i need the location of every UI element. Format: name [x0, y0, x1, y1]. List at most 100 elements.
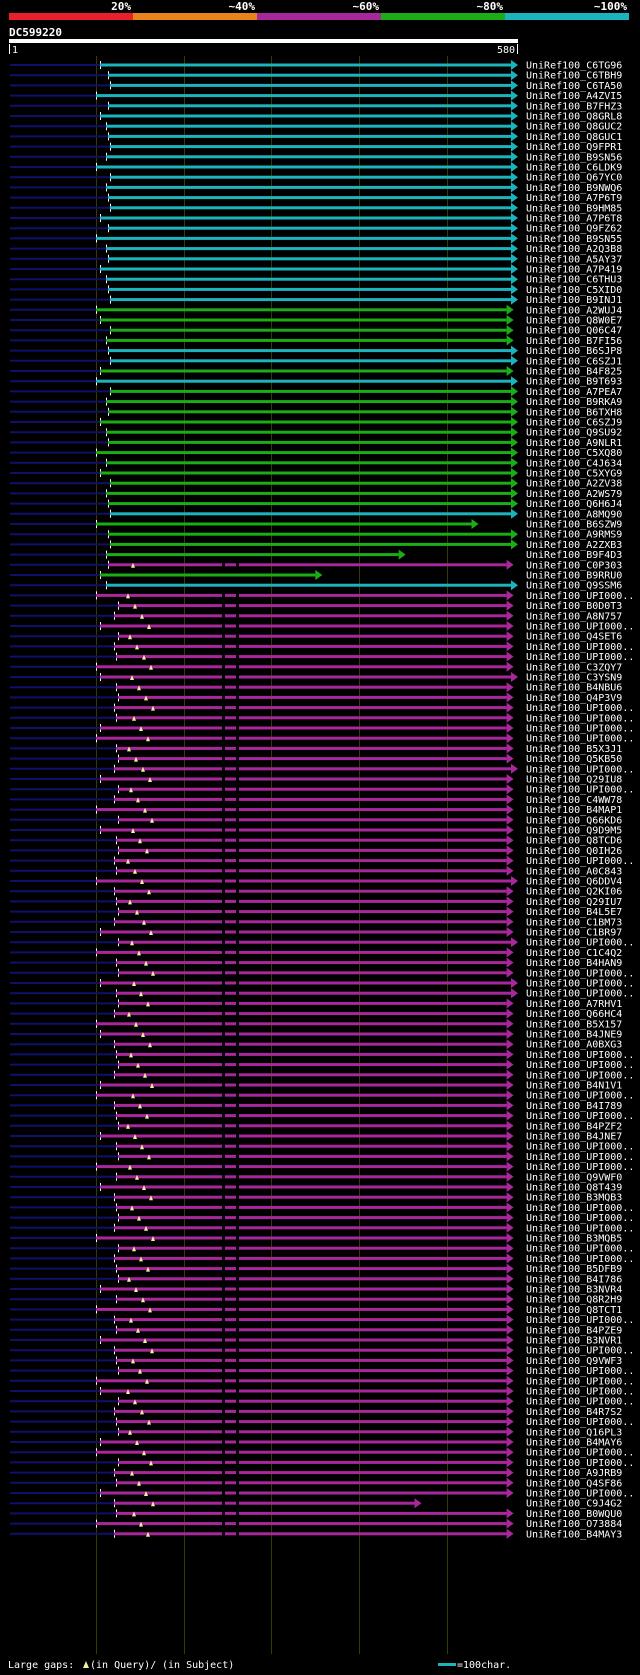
hit-label[interactable]: UniRef100_Q4SF86 — [526, 1478, 622, 1489]
hit-label[interactable]: UniRef100_B4PZF2 — [526, 1121, 622, 1132]
hit-label[interactable]: UniRef100_Q9FZ62 — [526, 224, 622, 235]
hit-row[interactable]: UniRef100_Q8TCT1 — [10, 1304, 622, 1316]
hit-label[interactable]: UniRef100_B4JNE9 — [526, 1030, 622, 1041]
hit-row[interactable]: UniRef100_Q66HC4 — [10, 1008, 622, 1021]
hit-label[interactable]: UniRef100_B4NBU6 — [526, 683, 622, 694]
hit-row[interactable]: UniRef100_Q67YC0 — [10, 172, 622, 184]
hit-row[interactable]: UniRef100_C1BR97 — [10, 927, 622, 939]
hit-row[interactable]: UniRef100_UPI000.. — [10, 651, 634, 664]
hit-label[interactable]: UniRef100_Q16PL3 — [526, 1427, 622, 1438]
hit-label[interactable]: UniRef100_C6SZJ9 — [526, 418, 622, 429]
hit-row[interactable]: UniRef100_C9J4G2 — [10, 1498, 622, 1510]
hit-row[interactable]: UniRef100_B9INJ1 — [10, 294, 622, 307]
hit-label[interactable]: UniRef100_A9RMS9 — [526, 530, 622, 541]
hit-row[interactable]: UniRef100_Q8T439 — [10, 1182, 622, 1194]
hit-row[interactable]: UniRef100_C6TA50 — [10, 80, 622, 92]
hit-row[interactable]: UniRef100_UPI000.. — [10, 1212, 634, 1225]
hit-label[interactable]: UniRef100_Q8R2H9 — [526, 1295, 622, 1306]
hit-label[interactable]: UniRef100_UPI000.. — [526, 1376, 634, 1387]
hit-row[interactable]: UniRef100_Q9SU92 — [10, 427, 622, 439]
hit-row[interactable]: UniRef100_UPI000.. — [10, 1243, 634, 1255]
hit-label[interactable]: UniRef100_UPI000.. — [526, 856, 634, 867]
hit-row[interactable]: UniRef100_B3NVR4 — [10, 1284, 622, 1296]
hit-row[interactable]: UniRef100_UPI000.. — [10, 723, 634, 735]
hit-row[interactable]: UniRef100_A9JRB9 — [10, 1467, 622, 1480]
hit-row[interactable]: UniRef100_A0BXG3 — [10, 1039, 622, 1051]
hit-label[interactable]: UniRef100_Q67YC0 — [526, 173, 622, 184]
hit-label[interactable]: UniRef100_UPI000.. — [526, 652, 634, 663]
hit-label[interactable]: UniRef100_Q6DDV4 — [526, 877, 622, 888]
hit-row[interactable]: UniRef100_Q06C47 — [10, 325, 622, 337]
hit-row[interactable]: UniRef100_C1C4Q2 — [10, 947, 622, 959]
hit-label[interactable]: UniRef100_B9F4D3 — [526, 550, 622, 561]
hit-row[interactable]: UniRef100_A8N757 — [10, 610, 622, 623]
hit-row[interactable]: UniRef100_A7P419 — [10, 264, 622, 276]
hit-label[interactable]: UniRef100_B4MAP1 — [526, 805, 622, 816]
hit-label[interactable]: UniRef100_C6TG96 — [526, 61, 622, 72]
hit-row[interactable]: UniRef100_B9F4D3 — [10, 549, 622, 562]
hit-row[interactable]: UniRef100_B9RRU0 — [10, 570, 622, 582]
hit-row[interactable]: UniRef100_A7RHV1 — [10, 998, 622, 1010]
hit-label[interactable]: UniRef100_B5X157 — [526, 1019, 622, 1030]
hit-row[interactable]: UniRef100_B7FHZ3 — [10, 100, 622, 113]
hit-row[interactable]: UniRef100_Q16PL3 — [10, 1426, 622, 1439]
hit-label[interactable]: UniRef100_C1BR97 — [526, 928, 622, 939]
hit-label[interactable]: UniRef100_Q66KD6 — [526, 815, 622, 826]
hit-label[interactable]: UniRef100_Q8TCT1 — [526, 1305, 622, 1316]
hit-row[interactable]: UniRef100_B4PZE9 — [10, 1324, 622, 1337]
hit-row[interactable]: UniRef100_B4MAY6 — [10, 1437, 622, 1449]
hit-row[interactable]: UniRef100_Q9FPR1 — [10, 141, 622, 154]
hit-row[interactable]: UniRef100_UPI000.. — [10, 641, 634, 653]
hit-row[interactable]: UniRef100_UPI000.. — [10, 1161, 634, 1174]
hit-label[interactable]: UniRef100_C3ZQY7 — [526, 662, 622, 673]
hit-row[interactable]: UniRef100_UPI000.. — [10, 1314, 634, 1327]
hit-label[interactable]: UniRef100_A7P6T8 — [526, 214, 622, 225]
hit-row[interactable]: UniRef100_UPI000.. — [10, 1059, 634, 1072]
hit-label[interactable]: UniRef100_C0P303 — [526, 560, 622, 571]
hit-label[interactable]: UniRef100_A7RHV1 — [526, 999, 622, 1010]
hit-row[interactable]: UniRef100_A9RMS9 — [10, 529, 622, 541]
hit-label[interactable]: UniRef100_C6THU3 — [526, 275, 622, 286]
hit-row[interactable]: UniRef100_A7P6T8 — [10, 213, 622, 225]
hit-row[interactable]: UniRef100_B4I789 — [10, 1100, 622, 1112]
hit-label[interactable]: UniRef100_UPI000.. — [526, 1162, 634, 1173]
hit-label[interactable]: UniRef100_A5AY37 — [526, 254, 622, 265]
hit-row[interactable]: UniRef100_UPI000.. — [10, 1110, 634, 1123]
hit-row[interactable]: UniRef100_C6LDK9 — [10, 162, 622, 174]
hit-label[interactable]: UniRef100_B3NVR4 — [526, 1285, 622, 1296]
hit-row[interactable]: UniRef100_B9HM85 — [10, 202, 622, 215]
hit-label[interactable]: UniRef100_Q6H6J4 — [526, 499, 622, 510]
hit-label[interactable]: UniRef100_O73884 — [526, 1519, 622, 1530]
hit-row[interactable]: UniRef100_C6TBH9 — [10, 70, 622, 82]
hit-row[interactable]: UniRef100_Q8TCD6 — [10, 835, 622, 847]
hit-row[interactable]: UniRef100_A7P6T9 — [10, 192, 622, 205]
hit-row[interactable]: UniRef100_A0C843 — [10, 865, 622, 878]
hit-label[interactable]: UniRef100_C1BM73 — [526, 917, 622, 928]
hit-row[interactable]: UniRef100_A7PEA7 — [10, 386, 622, 398]
hit-label[interactable]: UniRef100_B3MQB5 — [526, 1234, 622, 1245]
hit-label[interactable]: UniRef100_C3YSN9 — [526, 673, 622, 684]
hit-label[interactable]: UniRef100_B7FI56 — [526, 336, 622, 347]
hit-label[interactable]: UniRef100_B9RKA9 — [526, 397, 622, 408]
hit-label[interactable]: UniRef100_UPI000.. — [526, 785, 634, 796]
hit-label[interactable]: UniRef100_A9JRB9 — [526, 1468, 622, 1479]
hit-label[interactable]: UniRef100_C6SZJ1 — [526, 356, 622, 367]
hit-label[interactable]: UniRef100_A2Q3B8 — [526, 244, 622, 255]
hit-label[interactable]: UniRef100_UPI000.. — [526, 1254, 634, 1265]
hit-row[interactable]: UniRef100_B4MAP1 — [10, 804, 622, 817]
hit-row[interactable]: UniRef100_UPI000.. — [10, 702, 634, 715]
hit-label[interactable]: UniRef100_UPI000.. — [526, 979, 634, 990]
hit-row[interactable]: UniRef100_Q8R2H9 — [10, 1294, 622, 1306]
hit-label[interactable]: UniRef100_UPI000.. — [526, 1346, 634, 1357]
hit-label[interactable]: UniRef100_B7FHZ3 — [526, 101, 622, 112]
hit-label[interactable]: UniRef100_UPI000.. — [526, 622, 634, 633]
hit-label[interactable]: UniRef100_C6LDK9 — [526, 163, 622, 174]
hit-row[interactable]: UniRef100_Q5KB50 — [10, 753, 622, 766]
hit-row[interactable]: UniRef100_UPI000.. — [10, 1457, 634, 1469]
hit-row[interactable]: UniRef100_C5XQ80 — [10, 447, 622, 460]
hit-row[interactable]: UniRef100_UPI000.. — [10, 1151, 634, 1163]
hit-label[interactable]: UniRef100_UPI000.. — [526, 713, 634, 724]
hit-label[interactable]: UniRef100_B4HAN9 — [526, 958, 622, 969]
hit-row[interactable]: UniRef100_O73884 — [10, 1518, 622, 1531]
hit-label[interactable]: UniRef100_UPI000.. — [526, 968, 634, 979]
